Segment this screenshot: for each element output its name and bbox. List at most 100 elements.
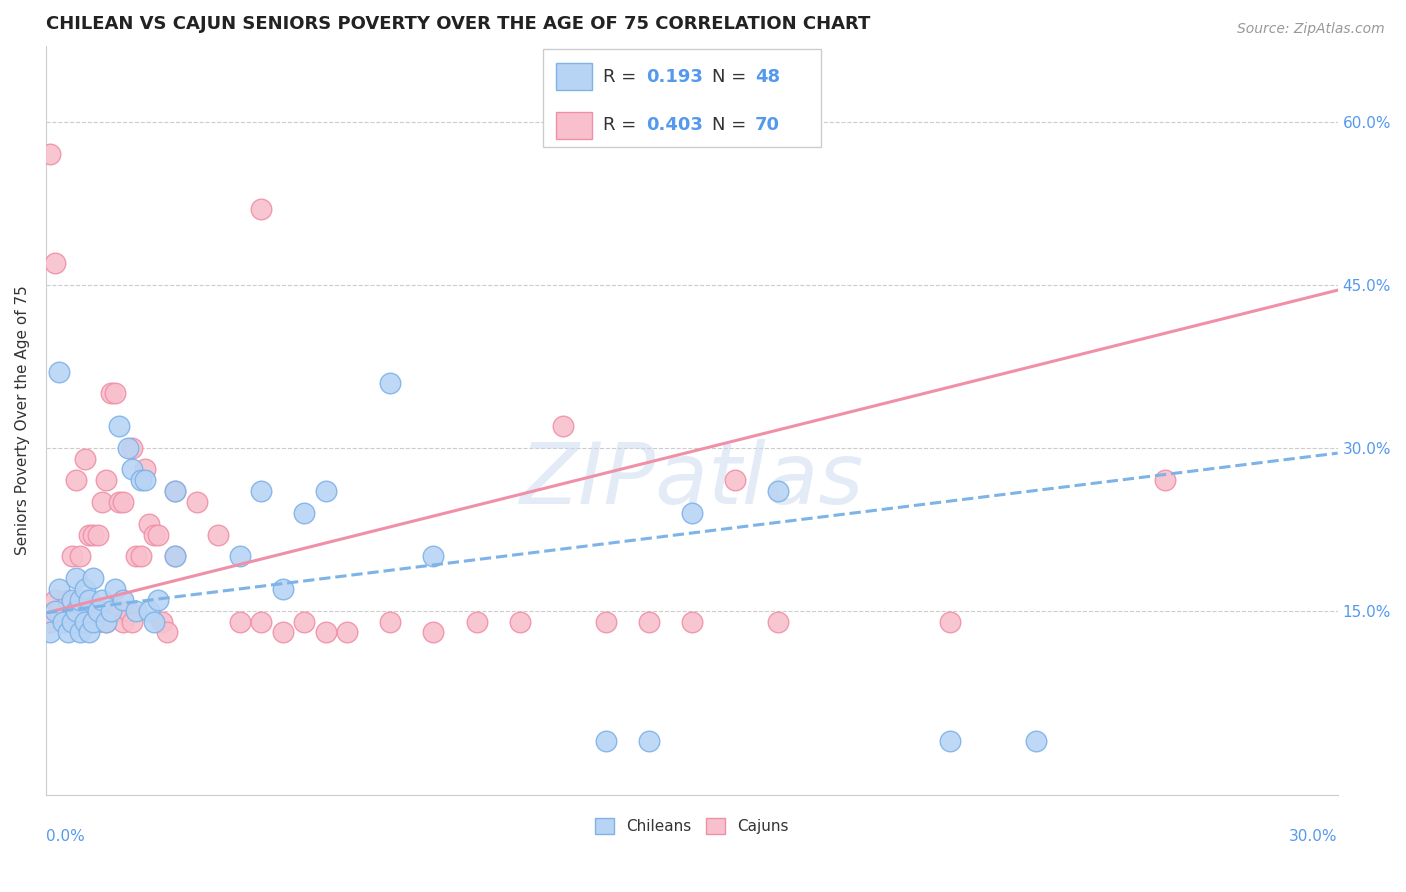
Point xyxy=(52,615,75,629)
Point xyxy=(271,625,294,640)
Point xyxy=(165,484,187,499)
Point xyxy=(292,506,315,520)
Bar xyxy=(557,63,592,90)
Point xyxy=(681,506,703,520)
Point xyxy=(91,604,114,618)
Point xyxy=(142,615,165,629)
Text: R =: R = xyxy=(603,117,641,135)
Point xyxy=(96,615,118,629)
Point xyxy=(146,592,169,607)
Point xyxy=(56,592,79,607)
Point xyxy=(100,604,122,618)
Point xyxy=(82,527,104,541)
Point xyxy=(44,604,66,618)
Point xyxy=(271,582,294,596)
Text: R =: R = xyxy=(603,68,641,86)
Point xyxy=(65,604,87,618)
Point xyxy=(108,495,131,509)
Point xyxy=(69,615,91,629)
Point xyxy=(165,549,187,564)
Point xyxy=(60,592,83,607)
Point xyxy=(207,527,229,541)
Text: 0.0%: 0.0% xyxy=(46,830,84,844)
Text: 0.193: 0.193 xyxy=(647,68,703,86)
Point xyxy=(86,527,108,541)
Point xyxy=(73,604,96,618)
Point xyxy=(766,484,789,499)
Point xyxy=(73,582,96,596)
Point xyxy=(112,615,135,629)
Point xyxy=(82,615,104,629)
Text: N =: N = xyxy=(713,117,752,135)
Point xyxy=(380,615,402,629)
Point xyxy=(125,549,148,564)
Point xyxy=(60,549,83,564)
Point xyxy=(48,365,70,379)
Point xyxy=(138,604,160,618)
Point xyxy=(121,615,143,629)
Point xyxy=(1154,473,1177,487)
Point xyxy=(65,473,87,487)
Point xyxy=(129,549,152,564)
Point xyxy=(509,615,531,629)
Point xyxy=(104,386,127,401)
Point xyxy=(44,256,66,270)
Point xyxy=(86,604,108,618)
Point xyxy=(77,604,100,618)
Point xyxy=(77,625,100,640)
Point xyxy=(60,615,83,629)
Point xyxy=(112,495,135,509)
Point xyxy=(186,495,208,509)
Point xyxy=(44,592,66,607)
Point xyxy=(150,615,173,629)
Point xyxy=(56,625,79,640)
Point xyxy=(39,615,62,629)
Point xyxy=(142,527,165,541)
Point xyxy=(146,527,169,541)
Point xyxy=(77,592,100,607)
Point xyxy=(165,484,187,499)
Point xyxy=(65,604,87,618)
Point xyxy=(104,604,127,618)
Point xyxy=(595,615,617,629)
Point xyxy=(422,549,444,564)
Point xyxy=(73,451,96,466)
Point xyxy=(250,202,273,216)
Point xyxy=(121,462,143,476)
Point xyxy=(766,615,789,629)
Point xyxy=(637,734,659,748)
Point xyxy=(117,604,139,618)
Point xyxy=(939,615,962,629)
Point xyxy=(138,516,160,531)
Point xyxy=(112,592,135,607)
Point xyxy=(108,604,131,618)
Point xyxy=(336,625,359,640)
Point xyxy=(73,615,96,629)
Point xyxy=(125,604,148,618)
Bar xyxy=(543,49,821,147)
Point xyxy=(69,625,91,640)
Point xyxy=(134,473,156,487)
Point xyxy=(91,495,114,509)
Point xyxy=(292,615,315,629)
Point xyxy=(100,604,122,618)
Point xyxy=(1025,734,1047,748)
Point xyxy=(69,592,91,607)
Point xyxy=(48,582,70,596)
Point xyxy=(39,147,62,161)
Point xyxy=(165,549,187,564)
Point xyxy=(91,592,114,607)
Point xyxy=(121,441,143,455)
Point xyxy=(551,419,574,434)
Point xyxy=(117,441,139,455)
Point xyxy=(39,625,62,640)
Text: CHILEAN VS CAJUN SENIORS POVERTY OVER THE AGE OF 75 CORRELATION CHART: CHILEAN VS CAJUN SENIORS POVERTY OVER TH… xyxy=(46,15,870,33)
Text: ZIPatlas: ZIPatlas xyxy=(520,439,863,522)
Point xyxy=(82,615,104,629)
Point xyxy=(96,615,118,629)
Point xyxy=(69,549,91,564)
Point xyxy=(104,582,127,596)
Point xyxy=(422,625,444,640)
Point xyxy=(155,625,177,640)
Point xyxy=(380,376,402,390)
